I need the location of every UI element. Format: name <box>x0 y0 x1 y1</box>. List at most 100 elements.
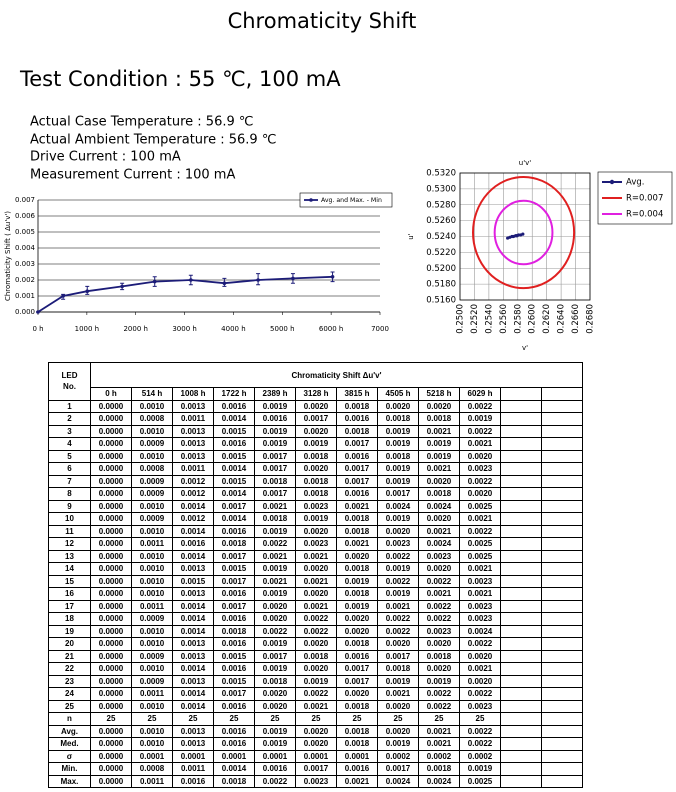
table-cell: 0.0020 <box>254 612 296 626</box>
table-cell: 0.0009 <box>131 474 173 488</box>
table-cell: 0.0020 <box>418 637 460 651</box>
table-row: 7 0.0000 0.0009 0.0012 0.0015 0.0018 0.0018 0.0… <box>48 474 583 488</box>
blank-cell <box>541 512 583 526</box>
table-cell: 0.0000 <box>90 574 132 588</box>
legend-box <box>299 192 393 208</box>
table-cell: 0.0017 <box>377 649 419 663</box>
table-cell: 0.0020 <box>295 637 337 651</box>
table-cell: 0.0008 <box>131 412 173 426</box>
table-cell: 0.0012 <box>172 474 214 488</box>
table-row: 23 0.0000 0.0009 0.0013 0.0015 0.0018 0.0019 0.… <box>48 674 583 688</box>
data-point <box>256 278 260 282</box>
legend-swatch <box>609 179 615 185</box>
blank-cell <box>541 524 583 538</box>
table-cell: 0.0013 <box>172 399 214 413</box>
table-cell: 0.0013 <box>172 424 214 438</box>
table-cell: 0.0024 <box>377 499 419 513</box>
table-row: 5 0.0000 0.0010 0.0013 0.0015 0.0017 0.0018 0.0… <box>48 449 583 463</box>
blank-cell <box>500 524 542 538</box>
row-label: 1 <box>48 399 91 413</box>
table-cell: 0.0010 <box>131 724 173 738</box>
x-tick-label: 3000 h <box>172 325 196 333</box>
blank-cell <box>500 387 542 401</box>
table-cell: 0.0023 <box>418 549 460 563</box>
table-row: 1 0.0000 0.0010 0.0013 0.0016 0.0019 0.0020 0.0… <box>48 399 583 413</box>
table-cell: 0.0021 <box>459 662 501 676</box>
blank-cell <box>541 724 583 738</box>
table-cell: 0.0017 <box>377 487 419 501</box>
table-cell: 0.0020 <box>295 562 337 576</box>
row-label: 15 <box>48 574 91 588</box>
condition-line: Measurement Current : 100 mA <box>30 168 235 183</box>
table-cell: 0.0010 <box>131 449 173 463</box>
x-tick-label: 0.2660 <box>571 304 581 334</box>
table-row: 9 0.0000 0.0010 0.0014 0.0017 0.0021 0.0023 0.0… <box>48 499 583 513</box>
table-row: 4 0.0000 0.0009 0.0013 0.0016 0.0019 0.0019 0.0… <box>48 437 583 451</box>
table-cell: 0.0015 <box>172 574 214 588</box>
table-cell: 0.0021 <box>295 574 337 588</box>
table-cell: 0.0016 <box>336 487 378 501</box>
table-cell: 0.0021 <box>295 699 337 713</box>
table-cell: 0.0018 <box>295 487 337 501</box>
table-cell: 0.0020 <box>459 649 501 663</box>
table-cell: 0.0000 <box>90 499 132 513</box>
x-tick-label: 0.2580 <box>513 304 523 334</box>
blank-cell <box>541 687 583 701</box>
blank-cell <box>541 674 583 688</box>
table-cell: 0.0010 <box>131 637 173 651</box>
table-cell: 0.0000 <box>90 762 132 776</box>
table-cell: 0.0022 <box>377 549 419 563</box>
table-cell: 0.0022 <box>459 637 501 651</box>
table-cell: 0.0015 <box>213 424 255 438</box>
table-cell: 0.0000 <box>90 512 132 526</box>
table-cell: 0.0020 <box>295 737 337 751</box>
row-label: 12 <box>48 537 91 551</box>
table-cell: 0.0001 <box>254 749 296 763</box>
table-cell: 0.0000 <box>90 637 132 651</box>
table-cell: 0.0018 <box>377 412 419 426</box>
table-row: Avg. 0.0000 0.0010 0.0013 0.0016 0.0019 0.0020… <box>48 724 583 738</box>
table-cell: 0.0010 <box>131 587 173 601</box>
data-point <box>521 232 525 236</box>
table-cell: 0.0018 <box>336 399 378 413</box>
table-cell: 0.0018 <box>336 737 378 751</box>
y-axis-label: Chromaticity Shift ( Δu'v') <box>4 211 12 301</box>
table-cell: 25 <box>295 712 337 726</box>
table-cell: 0.0024 <box>377 774 419 788</box>
table-cell: 0.0015 <box>213 562 255 576</box>
table-cell: 0.0001 <box>213 749 255 763</box>
table-cell: 0.0020 <box>295 424 337 438</box>
table-cell: 0.0017 <box>336 474 378 488</box>
table-cell: 0.0014 <box>213 462 255 476</box>
table-cell: 0.0020 <box>336 612 378 626</box>
column-header: 5218 h <box>418 387 460 401</box>
table-cell: 0.0020 <box>459 487 501 501</box>
table-cell: 0.0019 <box>254 737 296 751</box>
table-cell: 0.0000 <box>90 612 132 626</box>
table-cell: 0.0022 <box>418 699 460 713</box>
table-cell: 0.0000 <box>90 674 132 688</box>
table-cell: 0.0017 <box>254 462 296 476</box>
chart-title: u'v' <box>519 159 532 167</box>
column-header: 0 h <box>90 387 132 401</box>
table-cell: 25 <box>213 712 255 726</box>
table-cell: 0.0023 <box>418 624 460 638</box>
table-cell: 0.0022 <box>295 687 337 701</box>
table-cell: 0.0014 <box>172 624 214 638</box>
table-cell: 0.0013 <box>172 649 214 663</box>
table-cell: 0.0017 <box>336 437 378 451</box>
table-cell: 0.0020 <box>254 699 296 713</box>
table-cell: 0.0020 <box>377 699 419 713</box>
table-cell: 0.0017 <box>377 762 419 776</box>
table-row: 14 0.0000 0.0010 0.0013 0.0015 0.0019 0.0020 0.… <box>48 562 583 576</box>
table-cell: 0.0011 <box>131 687 173 701</box>
table-cell: 0.0010 <box>131 524 173 538</box>
blank-cell <box>500 724 542 738</box>
table-cell: 0.0020 <box>418 662 460 676</box>
legend-label: Avg. and Max. - Min <box>321 197 382 204</box>
table-cell: 0.0014 <box>172 662 214 676</box>
row-label: Avg. <box>48 724 91 738</box>
table-cell: 0.0021 <box>418 462 460 476</box>
table-cell: 0.0014 <box>213 512 255 526</box>
